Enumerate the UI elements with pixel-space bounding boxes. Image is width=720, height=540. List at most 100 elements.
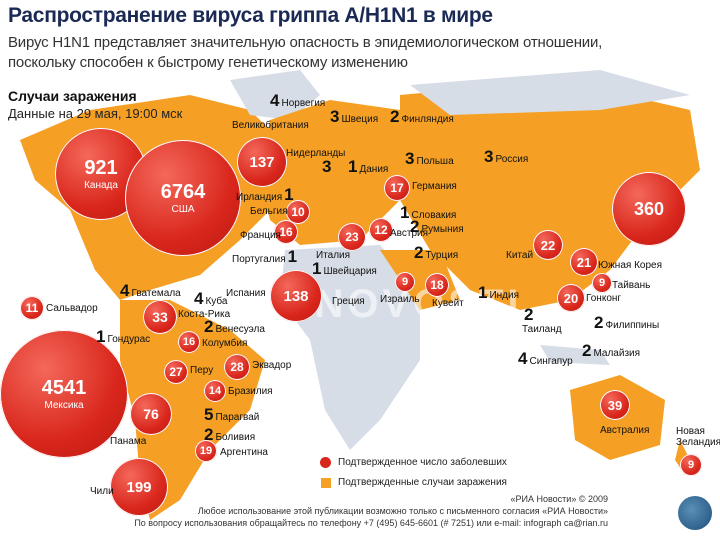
circle-spain: 138 [270,270,322,322]
label-china: Китай [506,250,534,261]
label-france: Франция [240,230,281,241]
circle-chile: 199 [110,458,168,516]
circle-japan: 360 [612,172,686,246]
label-kuwait: Кувейт [432,298,464,309]
legend-orange-square [321,478,331,488]
circle-colombia: 16 [178,331,200,353]
legend-red-dot [320,457,331,468]
circle-south-korea: 21 [570,248,598,276]
circle-israel: 9 [395,272,415,292]
circle-germany: 17 [384,175,410,201]
count-malaysia: 2 Малайзия [582,341,641,360]
footer-copyright: «РИА Новости» © 2009 [510,494,608,504]
indonesia-land [540,345,610,365]
label-austria: Австрия [390,228,429,239]
label-italy: Италия [316,250,351,261]
legend-confirmed-count: Подтвержденное число заболевших [338,457,507,468]
label-el-salvador: Сальвадор [46,303,98,314]
count-venezuela: 2 Венесуэла [204,317,265,336]
label-taiwan: Тайвань [612,280,651,291]
circle-argentina: 19 [195,440,217,462]
label-argentina: Аргентина [220,447,268,458]
circle-china: 22 [533,230,563,260]
watermark: RIA NOVOSTI [220,282,523,326]
circle-mexico: 4541 Мексика [0,330,128,458]
label-colombia: Колумбия [202,338,248,349]
label-germany: Германия [412,181,457,192]
count-ireland: Ирландия 1 [236,185,294,204]
count-guatemala: 4 Гватемала [120,281,181,300]
count-singapore: 4 Сингапур [518,349,573,368]
circle-brazil: 14 [204,380,226,402]
label-panama: Панама [110,436,147,447]
label-spain: Испания [226,288,266,299]
count-netherlands-value: 3 [322,157,332,176]
circle-hong-kong: 20 [557,284,585,312]
circle-peru: 27 [164,360,188,384]
circle-taiwan: 9 [592,273,612,293]
circle-uk: 137 [237,137,287,187]
count-bolivia: 2 Боливия [204,425,256,444]
cases-heading: Случаи заражения [8,88,137,104]
circle-new-zealand: 9 [680,454,702,476]
footer-contact: По вопросу использования обращайтесь по … [134,518,608,528]
north-asia-land [410,70,690,115]
count-thailand: 2 [524,305,534,324]
circle-panama: 76 [130,393,172,435]
count-cuba: 4 Куба [194,289,228,308]
page-title: Распространение вируса гриппа A/H1N1 в м… [8,4,493,27]
circle-el-salvador: 11 [20,296,44,320]
circle-usa: 6764 США [125,140,241,256]
circle-costa-rica: 33 [143,300,177,334]
label-south-korea: Южная Корея [598,260,662,271]
circle-australia: 39 [600,390,630,420]
circle-country: Канада [84,179,118,191]
label-ecuador: Эквадор [252,360,292,371]
label-chile: Чили [90,486,114,497]
count-sweden: 3 Швеция [330,107,379,126]
label-australia: Австралия [600,425,650,436]
label-peru: Перу [190,365,214,376]
footer-usage: Любое использование этой публикации возм… [197,506,608,516]
subtitle-line-1: Вирус H1N1 представляет значительную опа… [8,34,603,51]
circle-austria: 12 [369,218,393,242]
label-greece: Греция [332,296,365,307]
ria-logo-icon [678,496,712,530]
label-uk: Великобритания [232,120,309,131]
count-paraguay: 5 Парагвай [204,405,260,424]
legend-confirmed-cases: Подтвержденные случаи заражения [338,477,507,488]
count-philippines: 2 Филиппины [594,313,660,332]
greenland-land [230,70,320,120]
label-costa-rica: Коста-Рика [178,309,231,320]
label-israel: Израиль [380,294,420,305]
count-portugal: Португалия 1 [232,247,298,266]
circle-value: 6764 [160,180,206,203]
count-romania: 2 Румыния [410,217,464,236]
count-switzerland: 1 Швейцария [312,259,377,278]
circle-value: 921 [84,156,118,179]
count-slovakia: 1 Словакия [400,203,457,222]
count-honduras: 1 Гондурас [96,327,151,346]
circle-italy: 23 [338,223,366,251]
count-denmark: 1 Дания [348,157,389,176]
label-brazil: Бразилия [228,386,273,397]
label-belgium: Бельгия [250,206,288,217]
circle-country: США [171,203,195,215]
count-turkey: 2 Турция [414,243,459,262]
circle-country: Мексика [44,399,84,411]
label-hong-kong: Гонконг [586,293,622,304]
count-india: 1 Индия [478,283,520,302]
count-russia: 3 Россия [484,147,529,166]
label-new-zealand: Новая Зеландия [676,426,720,448]
date-line: Данные на 29 мая, 19:00 мск [8,106,183,121]
circle-kuwait: 18 [425,273,449,297]
circle-ecuador: 28 [224,354,250,380]
count-finland: 2 Финляндия [390,107,454,126]
subtitle-line-2: поскольку способен к быстрому генетическ… [8,54,408,71]
label-thailand: Таиланд [522,324,562,335]
circle-france: 16 [274,220,298,244]
count-poland: 3 Польша [405,149,454,168]
count-netherlands: Нидерланды [286,148,346,159]
circle-value: 360 [633,199,665,219]
asia-land [400,80,700,310]
